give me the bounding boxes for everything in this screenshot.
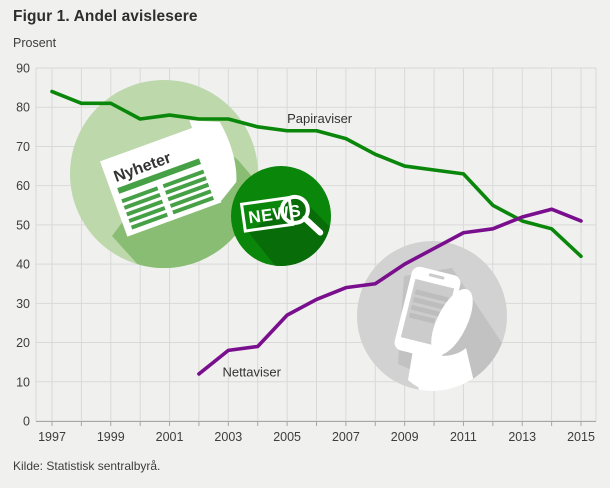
x-tick-label: 2013 bbox=[508, 430, 536, 444]
magnifier-handle-icon bbox=[302, 215, 324, 236]
y-axis-title: Prosent bbox=[13, 36, 57, 50]
hand-icon bbox=[408, 288, 474, 391]
series-line-papiraviser bbox=[50, 89, 583, 259]
x-tick-label: 2001 bbox=[156, 430, 184, 444]
y-tick-label: 20 bbox=[16, 336, 30, 350]
y-tick-label: 60 bbox=[16, 179, 30, 193]
newspaper-curl bbox=[189, 120, 237, 204]
newspaper-text-lines bbox=[121, 169, 215, 230]
newspaper-circle-icon: Nyheter bbox=[70, 80, 258, 268]
x-tick-label: 2007 bbox=[332, 430, 360, 444]
y-tick-label: 40 bbox=[16, 258, 30, 272]
y-tick-label: 90 bbox=[16, 62, 30, 76]
series-line-nettaviser bbox=[197, 207, 583, 376]
phone-circle-icon bbox=[357, 241, 507, 391]
figure-title: Figur 1. Andel avislesere bbox=[13, 8, 198, 25]
y-tick-label: 50 bbox=[16, 218, 30, 232]
newspaper-sheet bbox=[100, 127, 222, 237]
source-note: Kilde: Statistisk sentralbyrå. bbox=[13, 459, 161, 473]
x-tick-label: 2015 bbox=[567, 430, 595, 444]
x-tick-label: 1999 bbox=[97, 430, 125, 444]
y-tick-label: 10 bbox=[16, 375, 30, 389]
series-lines bbox=[50, 89, 583, 376]
series-labels: Papiraviser Nettaviser bbox=[222, 111, 352, 380]
y-tick-label: 80 bbox=[16, 101, 30, 115]
phone-speaker bbox=[428, 273, 445, 280]
y-tick-label: 30 bbox=[16, 297, 30, 311]
x-tick-label: 2011 bbox=[450, 430, 477, 444]
x-tick-label: 1997 bbox=[38, 430, 66, 444]
newspaper-icon: Nyheter bbox=[100, 120, 237, 237]
x-tick-label: 2005 bbox=[273, 430, 301, 444]
newspaper-rule bbox=[117, 158, 202, 194]
y-tick-label: 0 bbox=[23, 415, 30, 429]
news-badge-long-shadow bbox=[249, 194, 331, 266]
news-badge-frame bbox=[239, 195, 295, 233]
series-label-papiraviser: Papiraviser bbox=[287, 111, 353, 126]
x-tick-label: 2009 bbox=[391, 430, 419, 444]
magnifier-lens-icon bbox=[279, 194, 310, 225]
news-badge-circle-icon: NEWS bbox=[231, 166, 331, 266]
y-tick-label: 70 bbox=[16, 140, 30, 154]
phone-screen-lines bbox=[408, 289, 449, 324]
x-tick-label: 2003 bbox=[214, 430, 242, 444]
axis-tick-labels: 0 10 20 30 40 50 60 70 80 90 1997 1999 2001 2003 2005 2… bbox=[16, 62, 595, 445]
series-label-nettaviser: Nettaviser bbox=[222, 365, 281, 380]
